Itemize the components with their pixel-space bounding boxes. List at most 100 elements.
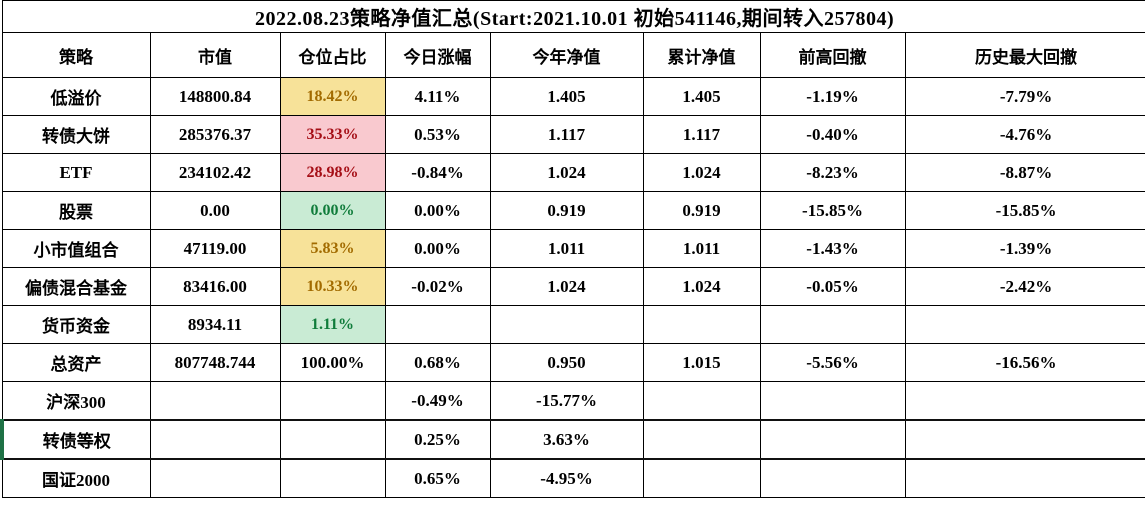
today-change-cell[interactable]: -0.49% [384, 381, 491, 421]
today-change-cell[interactable] [384, 305, 491, 344]
prev-high-drawdown-cell[interactable]: -0.40% [759, 115, 906, 154]
prev-high-drawdown-cell[interactable]: -15.85% [759, 191, 906, 230]
strategy-name-cell[interactable]: 转债大饼 [1, 115, 151, 154]
ytd-nav-cell[interactable]: 1.117 [489, 115, 644, 154]
today-change-cell[interactable]: 0.68% [384, 343, 491, 382]
prev-high-drawdown-cell[interactable] [759, 305, 906, 344]
market-value-cell[interactable]: 234102.42 [149, 153, 281, 192]
strategy-name-cell[interactable]: 股票 [1, 191, 151, 230]
strategy-name-cell[interactable]: 总资产 [1, 343, 151, 382]
column-header-strategy[interactable]: 策略 [1, 32, 151, 78]
today-change-cell[interactable]: 0.00% [384, 191, 491, 230]
today-change-cell[interactable]: 0.65% [384, 458, 491, 498]
ytd-nav-cell[interactable]: 1.024 [489, 267, 644, 306]
prev-high-drawdown-cell[interactable]: -0.05% [759, 267, 906, 306]
max-drawdown-cell[interactable] [904, 458, 1145, 498]
cumulative-nav-cell[interactable] [642, 381, 761, 421]
strategy-name-cell[interactable]: 低溢价 [1, 77, 151, 116]
position-pct-cell[interactable]: 1.11% [279, 305, 386, 344]
strategy-name-cell[interactable]: ETF [1, 153, 151, 192]
prev-high-drawdown-cell[interactable]: -1.43% [759, 229, 906, 268]
strategy-name-cell[interactable]: 国证2000 [1, 458, 151, 498]
prev-high-drawdown-cell[interactable] [759, 419, 906, 460]
cumulative-nav-cell[interactable]: 1.405 [642, 77, 761, 116]
position-pct-cell[interactable]: 35.33% [279, 115, 386, 154]
today-change-cell[interactable]: 4.11% [384, 77, 491, 116]
today-change-cell[interactable]: 0.53% [384, 115, 491, 154]
column-header-cumulative-nav[interactable]: 累计净值 [642, 32, 761, 78]
max-drawdown-cell[interactable]: -8.87% [904, 153, 1145, 192]
column-header-market-value[interactable]: 市值 [149, 32, 281, 78]
column-header-position-pct[interactable]: 仓位占比 [279, 32, 386, 78]
position-pct-cell[interactable]: 100.00% [279, 343, 386, 382]
cumulative-nav-cell[interactable]: 1.117 [642, 115, 761, 154]
cumulative-nav-cell[interactable]: 1.011 [642, 229, 761, 268]
max-drawdown-cell[interactable] [904, 305, 1145, 344]
market-value-cell[interactable]: 285376.37 [149, 115, 281, 154]
prev-high-drawdown-cell[interactable]: -8.23% [759, 153, 906, 192]
strategy-name-cell[interactable]: 偏债混合基金 [1, 267, 151, 306]
cumulative-nav-cell[interactable]: 1.024 [642, 267, 761, 306]
max-drawdown-cell[interactable]: -16.56% [904, 343, 1145, 382]
prev-high-drawdown-cell[interactable] [759, 381, 906, 421]
sheet-title[interactable]: 2022.08.23策略净值汇总(Start:2021.10.01 初始5411… [1, 0, 1145, 33]
cumulative-nav-cell[interactable] [642, 305, 761, 344]
strategy-name-cell[interactable]: 货币资金 [1, 305, 151, 344]
max-drawdown-cell[interactable]: -1.39% [904, 229, 1145, 268]
ytd-nav-cell[interactable]: -4.95% [489, 458, 644, 498]
max-drawdown-cell[interactable]: -4.76% [904, 115, 1145, 154]
strategy-name-cell[interactable]: 小市值组合 [1, 229, 151, 268]
market-value-cell[interactable]: 47119.00 [149, 229, 281, 268]
market-value-cell[interactable]: 8934.11 [149, 305, 281, 344]
market-value-cell[interactable] [149, 381, 281, 421]
table-row-股票: 股票 0.00 0.00% 0.00% 0.919 0.919 -15.85% -15.85% [1, 191, 1145, 230]
ytd-nav-cell[interactable]: 1.024 [489, 153, 644, 192]
position-pct-cell[interactable] [279, 458, 386, 498]
cumulative-nav-cell[interactable]: 1.015 [642, 343, 761, 382]
ytd-nav-cell[interactable]: 1.405 [489, 77, 644, 116]
today-change-cell[interactable]: -0.02% [384, 267, 491, 306]
cumulative-nav-cell[interactable] [642, 458, 761, 498]
cumulative-nav-cell[interactable]: 1.024 [642, 153, 761, 192]
prev-high-drawdown-cell[interactable]: -5.56% [759, 343, 906, 382]
market-value-cell[interactable]: 0.00 [149, 191, 281, 230]
position-pct-cell[interactable]: 0.00% [279, 191, 386, 230]
column-header-max-drawdown[interactable]: 历史最大回撤 [904, 32, 1145, 78]
cumulative-nav-cell[interactable]: 0.919 [642, 191, 761, 230]
prev-high-drawdown-cell[interactable] [759, 458, 906, 498]
market-value-cell[interactable] [149, 419, 281, 460]
table-row-低溢价: 低溢价 148800.84 18.42% 4.11% 1.405 1.405 -1.19% -… [1, 77, 1145, 116]
prev-high-drawdown-cell[interactable]: -1.19% [759, 77, 906, 116]
position-pct-cell[interactable]: 18.42% [279, 77, 386, 116]
strategy-name-cell[interactable]: 转债等权 [0, 419, 151, 460]
ytd-nav-cell[interactable]: 0.950 [489, 343, 644, 382]
max-drawdown-cell[interactable] [904, 381, 1145, 421]
max-drawdown-cell[interactable]: -15.85% [904, 191, 1145, 230]
ytd-nav-cell[interactable]: 1.011 [489, 229, 644, 268]
ytd-nav-cell[interactable]: 0.919 [489, 191, 644, 230]
market-value-cell[interactable]: 807748.744 [149, 343, 281, 382]
today-change-cell[interactable]: 0.25% [384, 419, 491, 460]
market-value-cell[interactable]: 83416.00 [149, 267, 281, 306]
strategy-name-cell[interactable]: 沪深300 [1, 381, 151, 421]
table-row-沪深300: 沪深300 -0.49% -15.77% [1, 381, 1145, 421]
column-header-prev-high-drawdown[interactable]: 前高回撤 [759, 32, 906, 78]
position-pct-cell[interactable] [279, 381, 386, 421]
position-pct-cell[interactable] [279, 419, 386, 460]
market-value-cell[interactable] [149, 458, 281, 498]
max-drawdown-cell[interactable]: -2.42% [904, 267, 1145, 306]
column-header-today-change[interactable]: 今日涨幅 [384, 32, 491, 78]
ytd-nav-cell[interactable]: 3.63% [489, 419, 644, 460]
max-drawdown-cell[interactable] [904, 419, 1145, 460]
market-value-cell[interactable]: 148800.84 [149, 77, 281, 116]
ytd-nav-cell[interactable]: -15.77% [489, 381, 644, 421]
column-header-ytd-nav[interactable]: 今年净值 [489, 32, 644, 78]
position-pct-cell[interactable]: 28.98% [279, 153, 386, 192]
position-pct-cell[interactable]: 5.83% [279, 229, 386, 268]
cumulative-nav-cell[interactable] [642, 419, 761, 460]
position-pct-cell[interactable]: 10.33% [279, 267, 386, 306]
ytd-nav-cell[interactable] [489, 305, 644, 344]
today-change-cell[interactable]: 0.00% [384, 229, 491, 268]
max-drawdown-cell[interactable]: -7.79% [904, 77, 1145, 116]
today-change-cell[interactable]: -0.84% [384, 153, 491, 192]
